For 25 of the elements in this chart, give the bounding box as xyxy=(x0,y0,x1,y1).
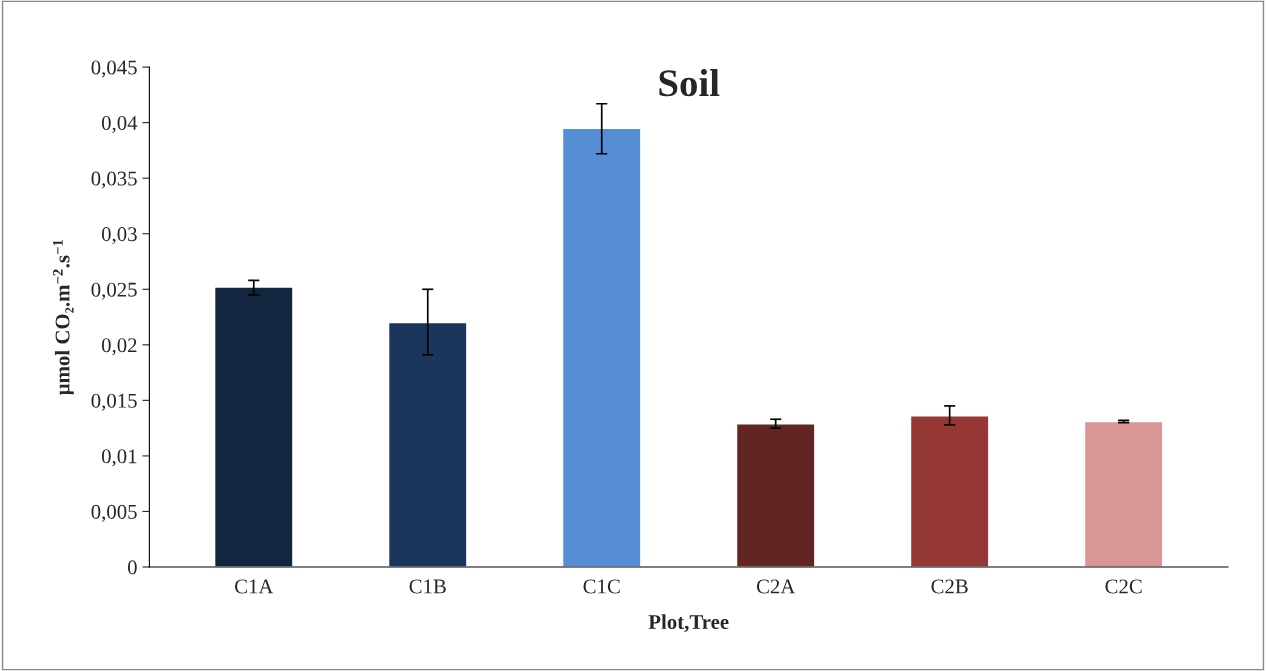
y-tick-label: 0,035 xyxy=(91,171,137,189)
y-tick-label: 0,045 xyxy=(91,60,137,78)
y-tick-label: 0 xyxy=(127,560,137,575)
y-tick-label: 0,04 xyxy=(101,116,138,134)
y-tick-label: 0,005 xyxy=(91,504,137,522)
bar xyxy=(1083,420,1164,567)
x-tick-label: C1B xyxy=(409,579,446,594)
y-tick-label: 0,03 xyxy=(101,227,137,245)
y-tick-label: 0,01 xyxy=(101,449,137,467)
bar xyxy=(735,422,816,567)
bar xyxy=(387,321,468,567)
y-axis-title: µmol CO₂.m$^{−2}$.s$^{−1}$ xyxy=(53,239,74,396)
x-tick-label: C2C xyxy=(1105,579,1142,594)
x-tick-label: C2B xyxy=(931,579,968,594)
y-tick-label: 0,025 xyxy=(91,282,137,300)
y-tick-label: 0,02 xyxy=(101,338,137,356)
x-tick-label: C1C xyxy=(583,579,620,594)
bar xyxy=(561,127,642,567)
x-tick-label: C2A xyxy=(756,579,796,594)
bar xyxy=(909,415,990,567)
bar xyxy=(213,286,294,567)
chart-title: Soil xyxy=(659,69,720,97)
y-tick-label: 0,015 xyxy=(91,393,137,411)
x-axis-title: Plot,Tree xyxy=(648,614,729,633)
x-tick-label: C1A xyxy=(234,579,274,594)
